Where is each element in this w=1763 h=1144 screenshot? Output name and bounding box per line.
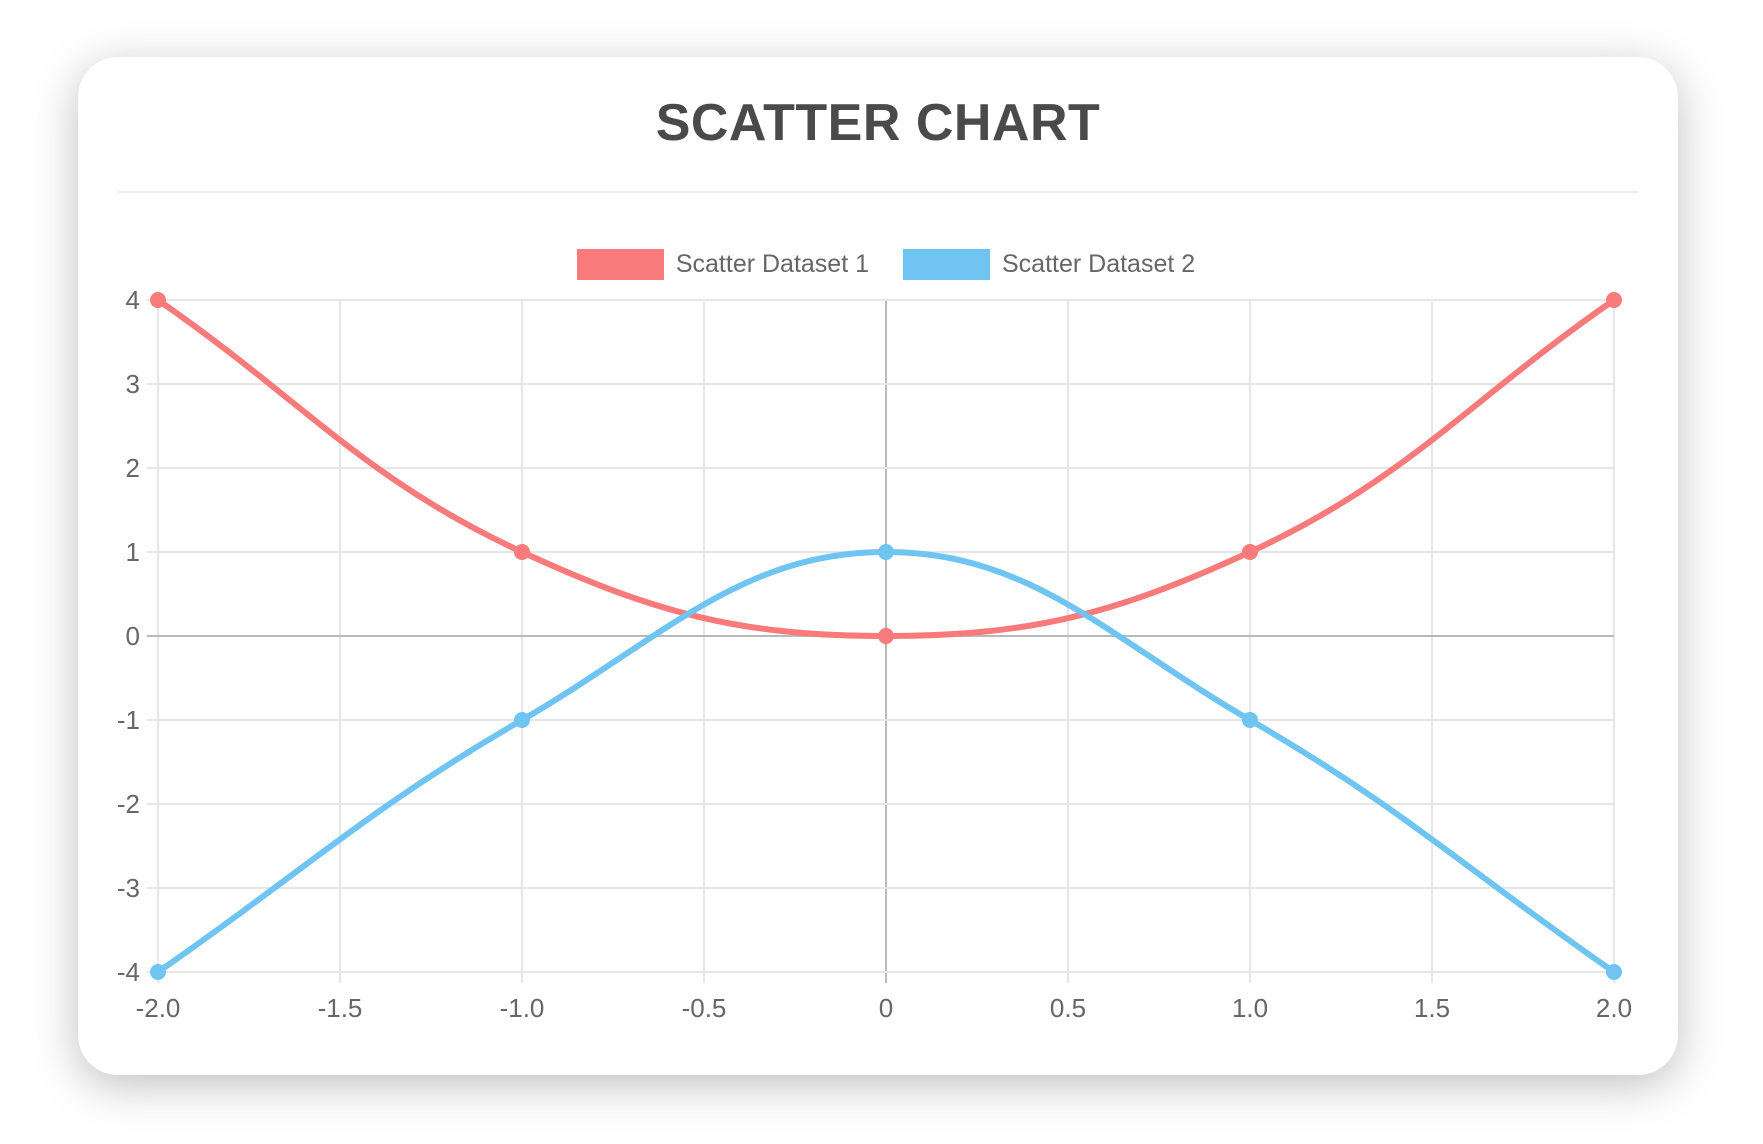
legend-swatch-icon	[903, 249, 990, 280]
data-point-s1-0[interactable]	[150, 292, 166, 308]
x-tick-label--2.0: -2.0	[136, 993, 181, 1023]
chart-legend: Scatter Dataset 1 Scatter Dataset 2	[158, 249, 1614, 280]
y-tick-label-0: 0	[126, 621, 140, 651]
chart-title: SCATTER CHART	[655, 94, 1101, 152]
title-divider	[118, 191, 1638, 193]
x-tick-label-1.0: 1.0	[1232, 993, 1268, 1023]
legend-label: Scatter Dataset 1	[675, 250, 869, 278]
x-tick-label-0.5: 0.5	[1050, 993, 1086, 1023]
y-tick-label--4: -4	[117, 957, 140, 987]
y-tick-label--1: -1	[117, 705, 140, 735]
data-point-s1-2[interactable]	[878, 628, 894, 644]
scatter-chart-canvas: -2.0 -1.5 -1.0 -0.5 0 0.5 1.0 1.5 2.0 4 3 2 1 0 -1 -2 -3…	[117, 285, 1632, 1023]
legend-label: Scatter Dataset 2	[1002, 250, 1196, 278]
y-tick-label--3: -3	[117, 873, 140, 903]
legend-item-2[interactable]: Scatter Dataset 2	[903, 249, 1195, 280]
y-tick-label-3: 3	[126, 369, 140, 399]
x-tick-label-0: 0	[879, 993, 893, 1023]
data-point-s1-1[interactable]	[514, 544, 530, 560]
x-tick-label--1.5: -1.5	[318, 993, 363, 1023]
x-tick-label-2.0: 2.0	[1596, 993, 1632, 1023]
data-point-s1-3[interactable]	[1242, 544, 1258, 560]
data-point-s2-0[interactable]	[150, 964, 166, 980]
data-point-s2-4[interactable]	[1606, 964, 1622, 980]
legend-swatch-icon	[576, 249, 664, 280]
y-tick-label-4: 4	[126, 285, 140, 315]
chart-card: SCATTER CHART -2.0 -1.5 -1.0 -0.5 0 0.5 1.0 1.5…	[78, 57, 1678, 1075]
y-tick-label--2: -2	[117, 789, 140, 819]
data-point-s2-3[interactable]	[1242, 712, 1258, 728]
data-point-s2-2[interactable]	[878, 544, 894, 560]
data-point-s2-1[interactable]	[514, 712, 530, 728]
x-tick-label-1.5: 1.5	[1414, 993, 1450, 1023]
x-tick-label--1.0: -1.0	[500, 993, 545, 1023]
data-point-s1-4[interactable]	[1606, 292, 1622, 308]
y-tick-label-2: 2	[126, 453, 140, 483]
y-tick-label-1: 1	[126, 537, 140, 567]
x-tick-label--0.5: -0.5	[682, 993, 727, 1023]
legend-item-1[interactable]: Scatter Dataset 1	[576, 249, 869, 280]
